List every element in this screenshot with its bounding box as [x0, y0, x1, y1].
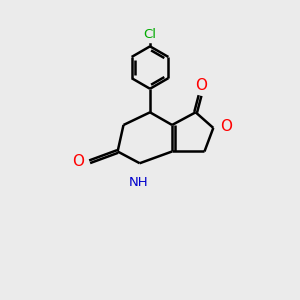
Text: O: O	[196, 78, 208, 93]
Text: NH: NH	[128, 176, 148, 189]
Text: O: O	[72, 154, 84, 169]
Text: O: O	[220, 119, 232, 134]
Text: Cl: Cl	[143, 28, 157, 41]
